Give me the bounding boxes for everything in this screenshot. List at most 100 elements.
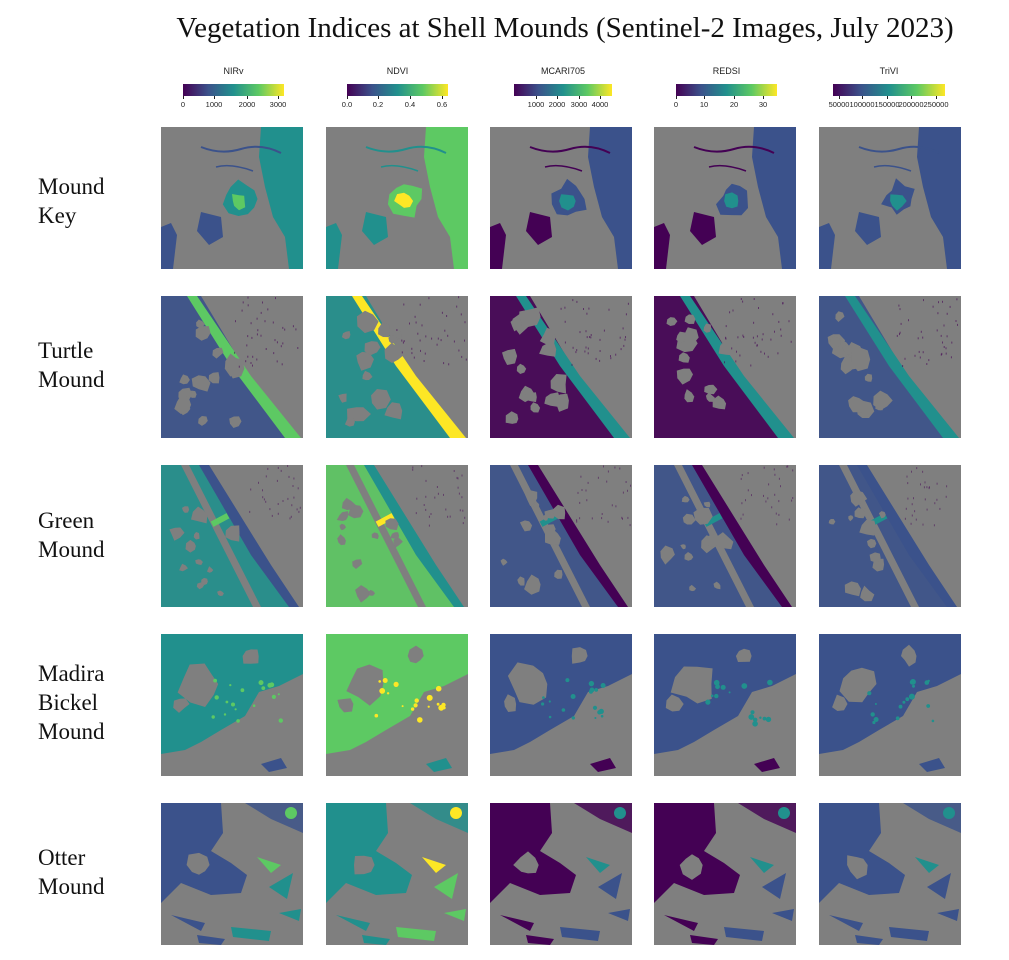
surf-speckle [742, 300, 744, 303]
surf-speckle [262, 301, 263, 304]
surf-speckle [731, 347, 733, 350]
bright-pixel [561, 708, 566, 712]
surf-speckle [732, 309, 734, 312]
map-panel [654, 634, 796, 776]
surf-speckle [415, 321, 417, 324]
surf-speckle [923, 299, 924, 302]
island [762, 873, 786, 899]
colorbar-tick-label: 1000 [205, 100, 223, 109]
surf-speckle [911, 470, 912, 473]
bright-pixel [417, 717, 423, 723]
surf-speckle [252, 355, 254, 358]
surf-speckle [771, 506, 773, 509]
surf-speckle [275, 297, 276, 300]
colorbar [676, 84, 777, 96]
surf-speckle [263, 498, 265, 501]
surf-speckle [623, 344, 625, 347]
surf-speckle [293, 477, 295, 480]
shore-strip [199, 465, 299, 607]
map-raster [326, 127, 468, 269]
bay [173, 698, 190, 713]
surf-speckle [572, 346, 574, 349]
water-patch [681, 495, 690, 503]
bright-pixel [379, 688, 386, 694]
water-patch [201, 577, 208, 585]
map-panel [161, 803, 303, 945]
surf-speckle [428, 297, 430, 300]
surf-speckle [918, 350, 920, 353]
surf-speckle [922, 523, 924, 526]
surf-speckle [786, 465, 788, 468]
surf-speckle [601, 517, 603, 520]
water-patch [676, 331, 686, 343]
surf-speckle [447, 515, 449, 518]
legend-nirv: NIRv 0 1000 2000 3000 [181, 66, 286, 114]
surf-speckle [428, 524, 430, 527]
water-patch [502, 348, 518, 365]
surf-speckle [412, 468, 414, 471]
surf-speckle [461, 355, 463, 358]
map-panel [161, 634, 303, 776]
surf-speckle [588, 307, 590, 310]
surf-speckle [299, 506, 301, 509]
island [526, 935, 554, 945]
water-patch [339, 523, 346, 531]
colorbar-tick-label: 0.0 [341, 100, 353, 109]
bright-pixel [277, 693, 280, 696]
surf-speckle [792, 497, 794, 499]
surf-speckle [624, 338, 626, 341]
water-patch [828, 519, 836, 525]
row-label-line: Mound [38, 174, 105, 199]
bright-pixel [926, 704, 931, 708]
map-raster [490, 296, 632, 438]
land-area [326, 223, 342, 269]
bridge [703, 513, 723, 527]
surf-speckle [458, 492, 460, 495]
surf-speckle [773, 468, 775, 471]
map-raster [161, 465, 303, 607]
bright-pixel [231, 702, 235, 707]
surf-speckle [627, 489, 628, 492]
bright-pixel [759, 716, 762, 719]
map-raster [490, 127, 632, 269]
water-patch [666, 317, 678, 326]
map-panel [161, 296, 303, 438]
map-raster [654, 296, 796, 438]
bright-pixel [598, 708, 604, 714]
bright-pixel [588, 680, 595, 687]
surf-speckle [576, 300, 578, 303]
surf-speckle [443, 493, 444, 496]
row-label: Green Mound [38, 506, 104, 564]
surf-speckle [277, 512, 279, 515]
bright-pixel [211, 715, 215, 719]
bright-pixel [905, 697, 910, 702]
surf-speckle [599, 338, 601, 341]
surf-speckle [936, 498, 938, 501]
map-panel [490, 634, 632, 776]
island [362, 935, 390, 945]
surf-speckle [621, 516, 623, 519]
bright-pixel [442, 706, 446, 710]
surf-speckle [946, 485, 948, 488]
barrier-strip [516, 296, 630, 438]
surf-speckle [601, 513, 603, 515]
surf-speckle [431, 337, 433, 340]
colorbar [347, 84, 448, 96]
bright-pixel [214, 695, 219, 700]
surf-speckle [590, 334, 592, 336]
bright-pixel [705, 699, 711, 705]
surf-speckle [280, 469, 282, 472]
surf-speckle [411, 347, 413, 350]
surf-speckle [932, 305, 934, 308]
map-raster [819, 634, 961, 776]
surf-speckle [413, 356, 415, 359]
legend-redsi: REDSI 0 10 20 30 [674, 66, 777, 114]
colorbar-tick-label: 0.4 [404, 100, 416, 109]
island [829, 915, 863, 931]
surf-speckle [615, 505, 617, 508]
surf-speckle [583, 308, 584, 310]
surf-speckle [560, 307, 562, 310]
figure-title: Vegetation Indices at Shell Mounds (Sent… [176, 12, 954, 44]
mound-core [232, 194, 246, 211]
water-patch [179, 374, 190, 385]
